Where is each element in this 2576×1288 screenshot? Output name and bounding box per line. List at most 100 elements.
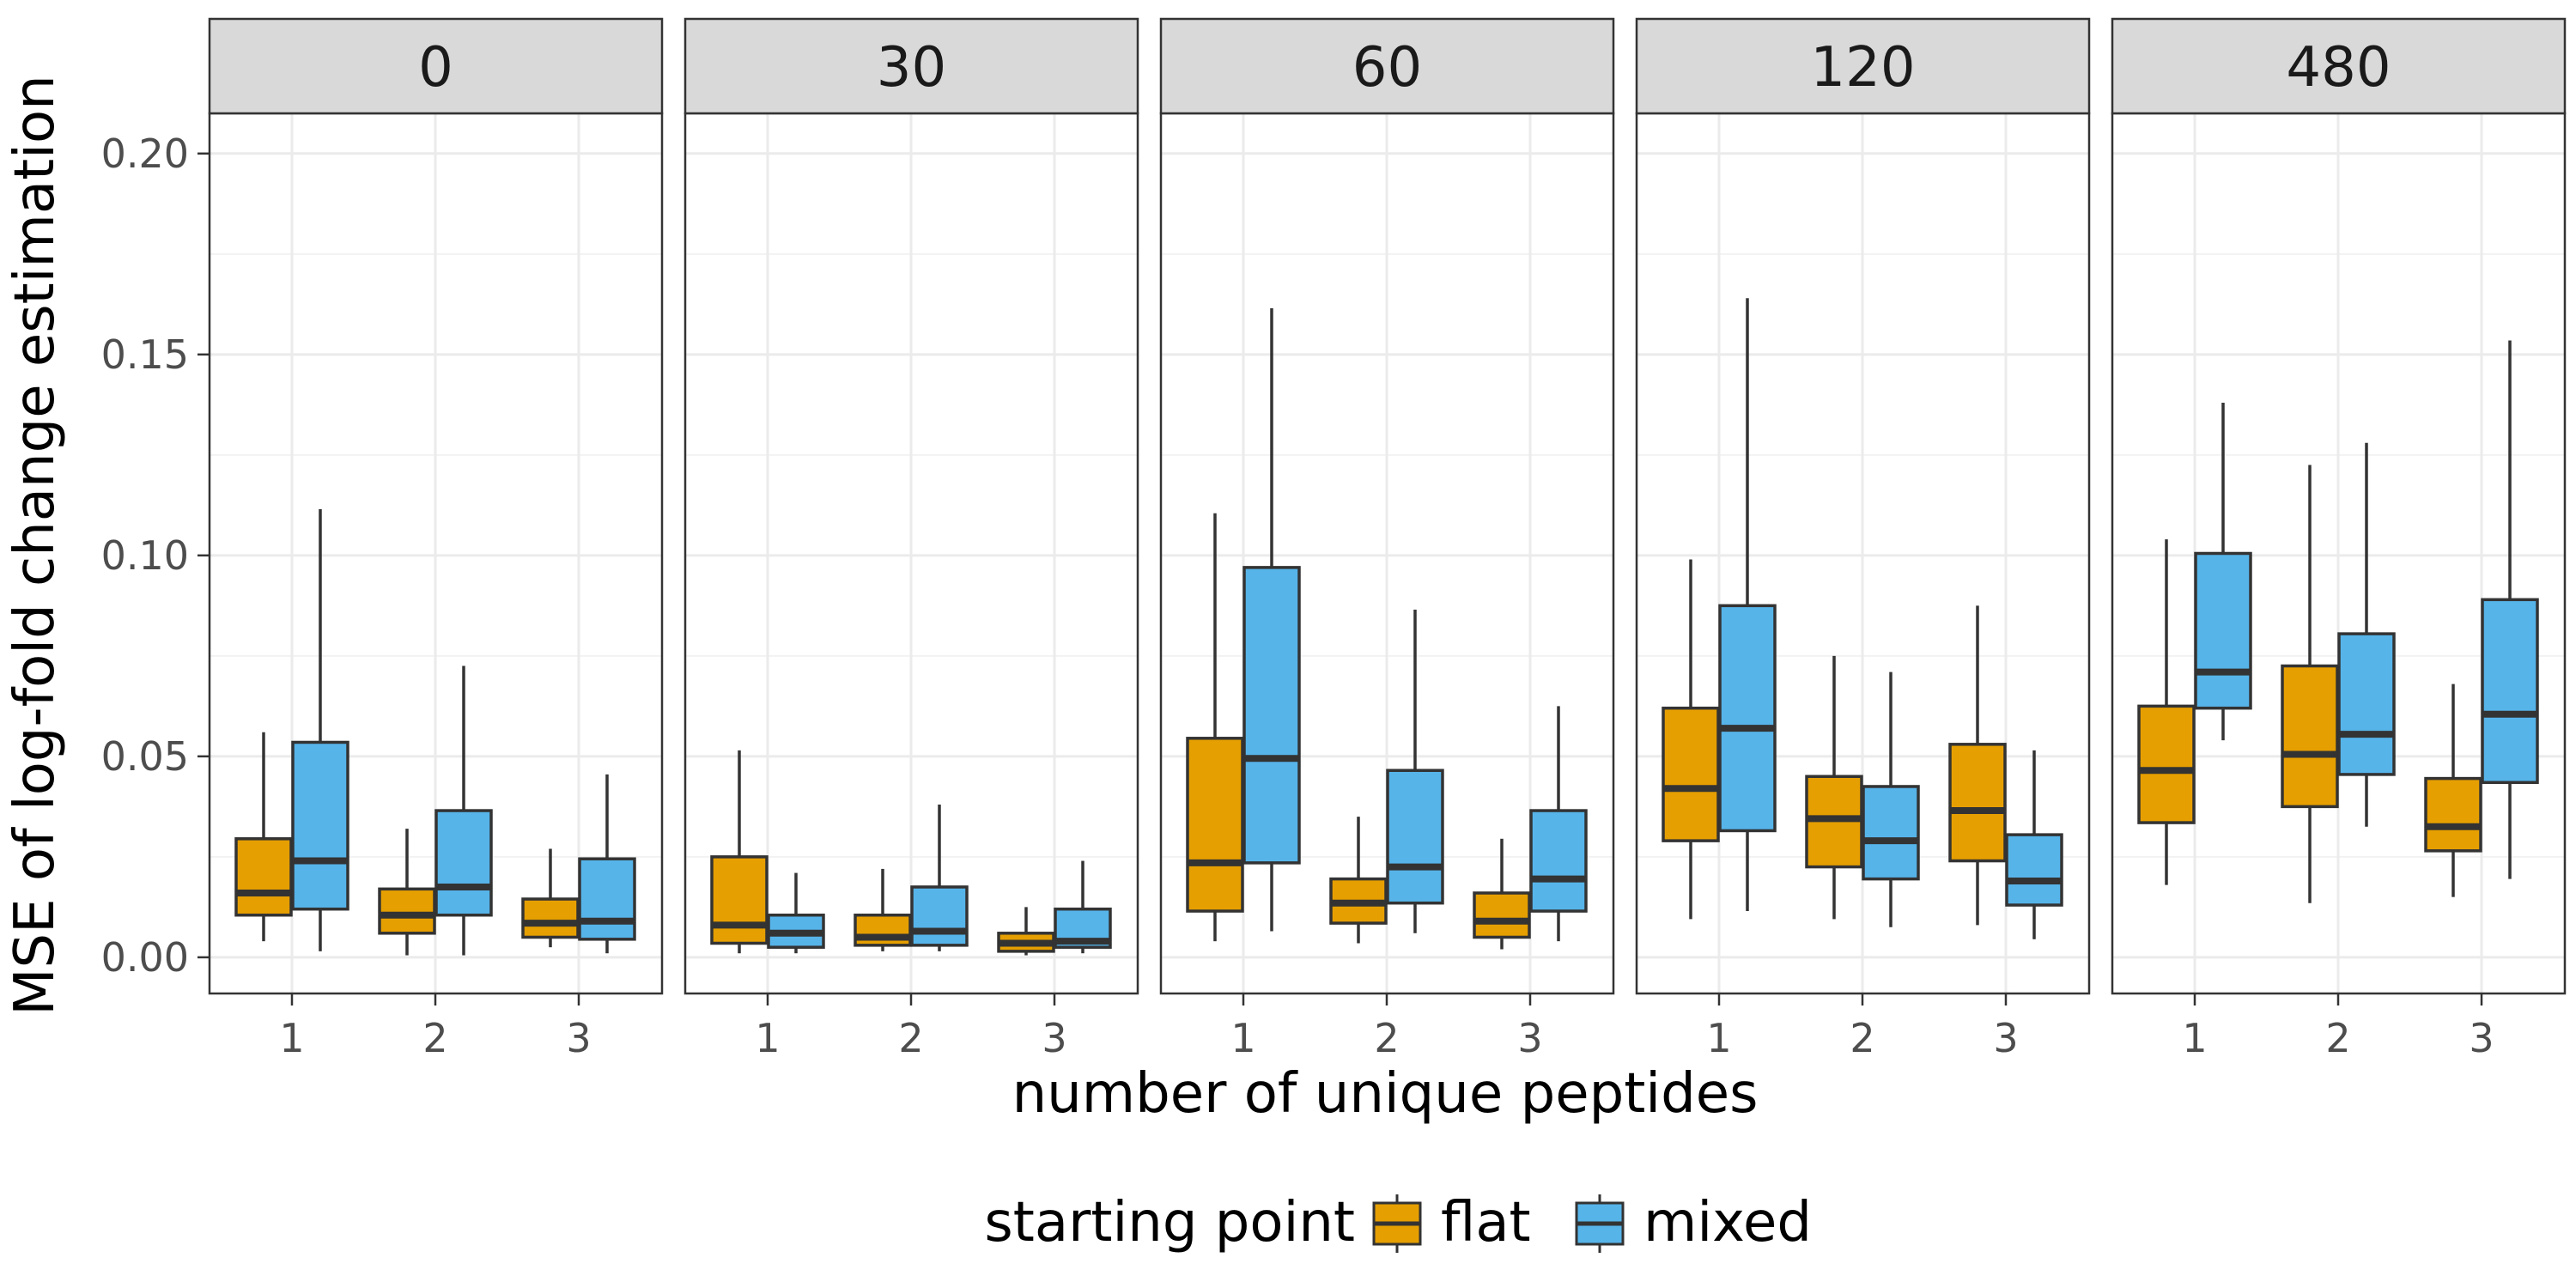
y-tick-label: 0.10 bbox=[101, 532, 189, 579]
facet-strip-label: 480 bbox=[2286, 36, 2391, 100]
legend-entry-label: flat bbox=[1441, 1191, 1531, 1255]
legend-keys: flat mixed bbox=[1372, 1191, 1812, 1255]
legend-entry-mixed: mixed bbox=[1575, 1191, 1812, 1255]
facet-strip-label: 120 bbox=[1810, 36, 1915, 100]
box-body bbox=[1862, 785, 1920, 881]
box-body bbox=[1529, 809, 1588, 913]
facet-panels: 0 1 2 3 30 1 2 3 60 1 2 3 120 1 2 3 480 1 2 3 bbox=[208, 17, 2567, 1061]
box-mixed-facet-120-cat-2 bbox=[1862, 671, 1920, 927]
box-flat-facet-0-cat-2 bbox=[378, 829, 436, 956]
facet-strip bbox=[208, 17, 664, 115]
legend-entry-label: mixed bbox=[1643, 1191, 1812, 1255]
legend-title: starting point bbox=[984, 1191, 1355, 1255]
box-flat-facet-0-cat-3 bbox=[521, 848, 580, 948]
box-body bbox=[378, 887, 436, 935]
box-mixed-facet-30-cat-1 bbox=[767, 872, 825, 954]
facet-strip-label: 60 bbox=[1352, 36, 1422, 100]
box-body bbox=[2424, 776, 2482, 853]
x-tick-label: 2 bbox=[898, 1015, 923, 1061]
box-body bbox=[2281, 664, 2339, 809]
box-body bbox=[1186, 737, 1244, 913]
x-tick-label: 2 bbox=[422, 1015, 447, 1061]
x-tick-label: 2 bbox=[2325, 1015, 2350, 1061]
box-mixed-facet-60-cat-3 bbox=[1529, 706, 1588, 942]
legend-entry-flat: flat bbox=[1372, 1191, 1531, 1255]
x-tick-label: 1 bbox=[755, 1015, 780, 1061]
box-body bbox=[854, 913, 912, 947]
box-flat-facet-120-cat-3 bbox=[1948, 605, 2007, 926]
facet-panel-0: 0 1 2 3 bbox=[208, 17, 664, 1061]
facet-strip bbox=[683, 17, 1139, 115]
box-flat-facet-120-cat-1 bbox=[1662, 559, 1720, 920]
box-body bbox=[521, 897, 580, 939]
box-body bbox=[1718, 604, 1777, 833]
box-flat-facet-0-cat-1 bbox=[234, 732, 293, 942]
facet-strip-label: 30 bbox=[877, 36, 946, 100]
box-body bbox=[2481, 598, 2539, 785]
facet-panel-480: 480 1 2 3 bbox=[2111, 17, 2567, 1061]
x-tick-label: 3 bbox=[2469, 1015, 2494, 1061]
box-mixed-facet-480-cat-3 bbox=[2481, 340, 2539, 879]
facet-panel-120: 120 1 2 3 bbox=[1635, 17, 2091, 1061]
box-mixed-facet-0-cat-3 bbox=[578, 774, 636, 954]
facet-strip-label: 0 bbox=[418, 36, 453, 100]
y-tick-label: 0.00 bbox=[101, 934, 189, 981]
y-tick-label: 0.20 bbox=[101, 131, 189, 177]
y-tick-label: 0.15 bbox=[101, 331, 189, 378]
x-tick-label: 3 bbox=[1042, 1015, 1066, 1061]
box-mixed-facet-120-cat-1 bbox=[1718, 298, 1777, 912]
box-body bbox=[2337, 632, 2396, 776]
box-mixed-facet-60-cat-1 bbox=[1242, 307, 1301, 932]
box-flat-facet-30-cat-2 bbox=[854, 868, 912, 951]
box-body bbox=[234, 837, 293, 917]
facet-strip bbox=[1159, 17, 1615, 115]
box-flat-facet-60-cat-1 bbox=[1186, 513, 1244, 942]
box-body bbox=[1473, 891, 1531, 939]
box-mixed-facet-480-cat-2 bbox=[2337, 442, 2396, 827]
box-mixed-facet-60-cat-2 bbox=[1386, 610, 1444, 933]
y-axis: 0.00 0.05 0.10 0.15 0.20 bbox=[101, 131, 210, 981]
box-mixed-facet-120-cat-3 bbox=[2005, 750, 2063, 939]
box-body bbox=[710, 855, 769, 945]
box-flat-facet-480-cat-2 bbox=[2281, 465, 2339, 903]
box-mixed-facet-480-cat-1 bbox=[2194, 402, 2252, 741]
box-flat-facet-60-cat-3 bbox=[1473, 838, 1531, 950]
box-mixed-facet-30-cat-3 bbox=[1054, 860, 1112, 954]
facet-strip bbox=[2111, 17, 2567, 115]
box-body bbox=[578, 857, 636, 941]
x-tick-label: 1 bbox=[279, 1015, 304, 1061]
box-mixed-facet-0-cat-2 bbox=[434, 665, 493, 956]
box-body bbox=[1662, 706, 1720, 842]
facet-panel-30: 30 1 2 3 bbox=[683, 17, 1139, 1061]
x-tick-label: 1 bbox=[2182, 1015, 2207, 1061]
box-flat-facet-480-cat-1 bbox=[2137, 539, 2196, 885]
box-flat-facet-60-cat-2 bbox=[1329, 817, 1388, 944]
box-flat-facet-480-cat-3 bbox=[2424, 683, 2482, 897]
x-tick-label: 3 bbox=[566, 1015, 591, 1061]
box-flat-facet-120-cat-2 bbox=[1805, 655, 1863, 920]
y-axis-title: MSE of log-fold change estimation bbox=[3, 75, 67, 1015]
box-flat-facet-30-cat-1 bbox=[710, 750, 769, 954]
box-body bbox=[291, 740, 349, 911]
x-axis-title: number of unique peptides bbox=[1012, 1062, 1759, 1126]
x-tick-label: 1 bbox=[1706, 1015, 1731, 1061]
x-tick-label: 1 bbox=[1230, 1015, 1255, 1061]
box-mixed-facet-30-cat-2 bbox=[910, 805, 969, 951]
box-body bbox=[2005, 833, 2063, 907]
box-mixed-facet-0-cat-1 bbox=[291, 509, 349, 951]
x-tick-label: 2 bbox=[1850, 1015, 1874, 1061]
box-body bbox=[434, 809, 493, 917]
box-body bbox=[1386, 769, 1444, 905]
box-flat-facet-30-cat-3 bbox=[997, 907, 1055, 956]
legend: starting point flat mixed bbox=[984, 1191, 1812, 1255]
y-tick-label: 0.05 bbox=[101, 733, 189, 780]
box-body bbox=[910, 885, 969, 947]
box-body bbox=[1242, 566, 1301, 865]
x-tick-label: 3 bbox=[1517, 1015, 1542, 1061]
facet-strip bbox=[1635, 17, 2091, 115]
box-body bbox=[1948, 743, 2007, 863]
facet-panel-60: 60 1 2 3 bbox=[1159, 17, 1615, 1061]
x-tick-label: 3 bbox=[1993, 1015, 2018, 1061]
x-tick-label: 2 bbox=[1374, 1015, 1399, 1061]
